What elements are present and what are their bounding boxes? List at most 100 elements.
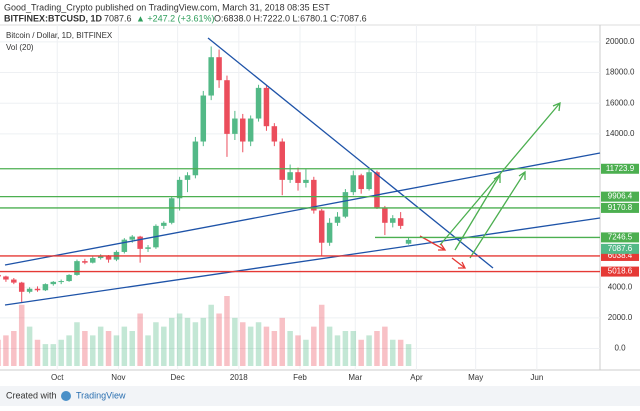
- candle-body: [350, 175, 357, 193]
- logo: [61, 391, 71, 401]
- volume-bar: [397, 339, 404, 366]
- candle-body: [279, 141, 285, 180]
- y-tick-label: 0.0: [614, 344, 626, 353]
- brand: TradingView: [76, 390, 126, 400]
- level-label-bg: [601, 191, 639, 202]
- volume-bar: [318, 304, 325, 366]
- y-tick-label: 20000.0: [606, 37, 635, 46]
- volume-bar: [129, 331, 135, 366]
- arrow: [439, 101, 561, 246]
- volume-bar: [74, 322, 80, 366]
- candle-body: [97, 256, 104, 259]
- x-tick-label: Apr: [410, 373, 423, 382]
- volume-bar: [58, 339, 64, 366]
- volume-bar: [18, 304, 25, 366]
- candle-body: [90, 258, 96, 263]
- candle-body: [42, 284, 49, 291]
- candle-body: [318, 210, 325, 243]
- level-label: 11723.9: [606, 164, 635, 173]
- candle-body: [255, 87, 262, 119]
- volume-bar: [255, 322, 262, 366]
- volume-bar: [326, 326, 333, 366]
- level-label: 5018.6: [608, 267, 633, 276]
- level-label-bg: [601, 232, 639, 243]
- created-with: Created with: [6, 390, 57, 400]
- volume-bar: [161, 326, 167, 366]
- volume-bar: [90, 335, 96, 366]
- volume-bar: [3, 335, 9, 366]
- volume-bar: [350, 331, 357, 366]
- candle-body: [232, 118, 238, 134]
- x-tick-label: Mar: [348, 373, 362, 382]
- candle-body: [121, 239, 128, 252]
- volume-bar: [303, 339, 309, 366]
- level-label-bg: [601, 163, 639, 174]
- volume-label: Vol (20): [6, 43, 34, 52]
- candle-body: [200, 95, 207, 142]
- volume-bar: [192, 322, 199, 366]
- volume-bar: [382, 326, 388, 366]
- candle-body: [382, 207, 388, 223]
- candle-body: [263, 87, 270, 127]
- candle-body: [295, 172, 301, 183]
- y-tick-label: 14000.0: [606, 129, 635, 138]
- volume-bar: [240, 322, 246, 366]
- candle-body: [397, 218, 404, 226]
- trendline: [4, 152, 601, 266]
- candle-body: [74, 261, 80, 275]
- candle-body: [326, 222, 333, 243]
- candle-body: [366, 172, 372, 190]
- volume-bar: [184, 317, 191, 366]
- x-tick-label: Dec: [171, 373, 185, 382]
- x-tick-label: Jun: [530, 373, 543, 382]
- candle-body: [26, 288, 33, 292]
- arrow: [419, 235, 447, 251]
- volume-bar: [374, 331, 380, 366]
- volume-bar: [216, 313, 222, 366]
- candle-body: [311, 179, 317, 211]
- volume-bar: [287, 331, 293, 366]
- level-label-bg: [601, 266, 639, 277]
- candle-body: [168, 198, 175, 223]
- level-label: 6038.4: [608, 251, 633, 260]
- drawings: [4, 37, 601, 306]
- y-tick-label: 18000.0: [606, 68, 635, 77]
- pane-title: Bitcoin / Dollar, 1D, BITFINEX: [6, 31, 113, 40]
- y-tick-label: 16000.0: [606, 98, 635, 107]
- candle-body: [240, 118, 246, 142]
- footer-bg: [0, 386, 640, 406]
- volume-bar: [42, 344, 49, 366]
- level-label: 9170.8: [608, 203, 633, 212]
- volume-bar: [50, 344, 57, 366]
- candle-body: [176, 179, 183, 199]
- candle-body: [247, 118, 254, 142]
- trendline: [207, 37, 494, 269]
- volume-bar: [82, 331, 88, 366]
- symbol: BITFINEX:BTCUSD, 1D: [4, 13, 103, 23]
- candle-body: [66, 274, 72, 282]
- volume-bar: [247, 326, 254, 366]
- candle-body: [271, 126, 278, 142]
- candle-body: [145, 247, 151, 249]
- volume-bar: [405, 344, 412, 366]
- volume-bar: [137, 313, 143, 366]
- trendline: [4, 217, 601, 306]
- candle-body: [192, 141, 199, 176]
- volume-bar: [208, 304, 214, 366]
- x-tick-label: 2018: [230, 373, 248, 382]
- candle-body: [208, 57, 214, 96]
- candle-body: [216, 57, 222, 81]
- candle-body: [18, 282, 25, 292]
- candle-body: [137, 236, 143, 249]
- level-label-bg: [601, 250, 639, 261]
- volume-bar: [358, 339, 364, 366]
- change: ▲ +247.2 (+3.61%): [136, 13, 214, 23]
- publisher: Good_Trading_Crypto published on Trading…: [4, 2, 330, 12]
- volume-bar: [390, 339, 396, 366]
- volume-bar: [295, 335, 301, 366]
- x-tick-label: Feb: [293, 373, 307, 382]
- candle-body: [82, 261, 88, 263]
